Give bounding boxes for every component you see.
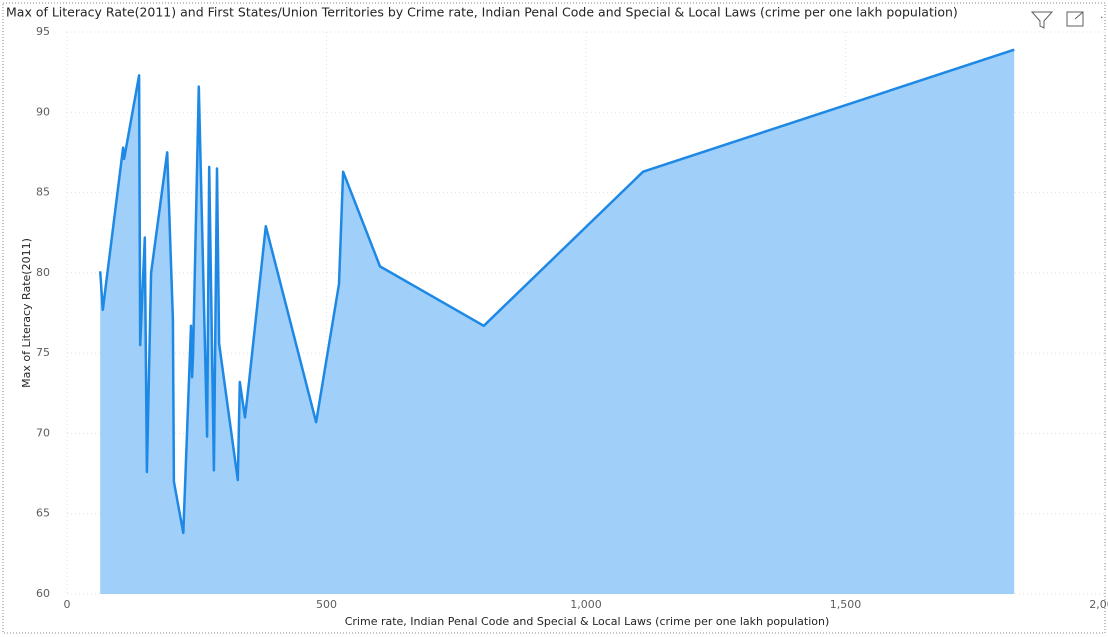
x-tick-label: 1,500 [830,598,862,611]
filter-icon[interactable] [1030,11,1054,29]
y-tick-label: 95 [36,25,50,38]
y-tick-label: 90 [36,105,50,118]
line [98,48,1015,535]
y-tick-label: 85 [36,186,50,199]
y-tick-label: 65 [36,507,50,520]
y-tick-label: 70 [36,426,50,439]
x-tick-label: 1,000 [570,598,602,611]
area-fill [100,49,1015,594]
x-tick-label: 0 [64,598,71,611]
more-icon[interactable]: · [1100,11,1104,24]
focus-icon[interactable] [1066,11,1084,27]
y-axis-title: Max of Literacy Rate(2011) [20,238,33,388]
x-axis-title: Crime rate, Indian Penal Code and Specia… [345,615,830,628]
x-tick-label: 2,000 [1089,598,1108,611]
chart-title: Max of Literacy Rate(2011) and First Sta… [6,5,958,20]
y-tick-label: 60 [36,587,50,600]
y-tick-label: 80 [36,266,50,279]
x-tick-label: 500 [316,598,337,611]
y-tick-label: 75 [36,346,50,359]
